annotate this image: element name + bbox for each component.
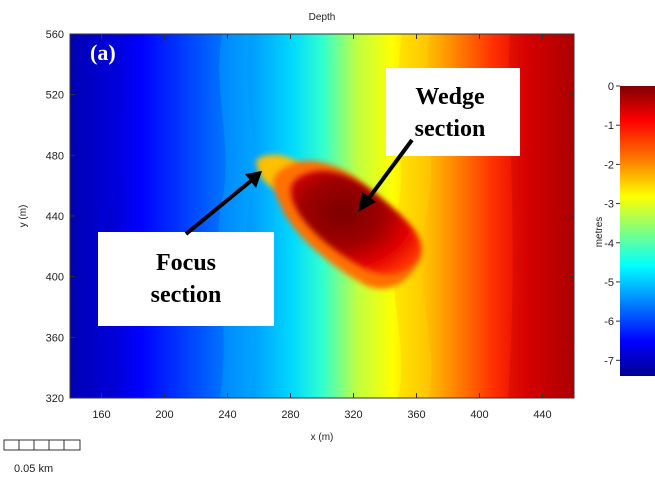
- colorbar-tick-label: -7: [604, 355, 614, 367]
- wedge-label-line1: Wedge: [415, 84, 485, 110]
- chart-title: Depth: [309, 12, 336, 23]
- colorbar-gradient: [620, 86, 655, 376]
- y-tick-label: 560: [46, 29, 64, 41]
- focus-label-line2: section: [151, 282, 222, 308]
- colorbar-tick-label: -5: [604, 277, 614, 289]
- x-tick-label: 360: [407, 409, 425, 421]
- x-tick-label: 240: [218, 409, 236, 421]
- colorbar-tick-label: -1: [604, 120, 614, 132]
- colorbar-tick-label: 0: [608, 81, 614, 93]
- y-tick-label: 320: [46, 393, 64, 405]
- focus-label-line1: Focus: [156, 250, 216, 276]
- colorbar-tick-label: -4: [604, 238, 614, 250]
- x-tick-label: 160: [92, 409, 110, 421]
- colorbar-tick-label: -6: [604, 316, 614, 328]
- x-tick-label: 280: [281, 409, 299, 421]
- colorbar-tick-label: -3: [604, 199, 614, 211]
- panel-tag: (a): [90, 40, 116, 65]
- wedge-label-box: [386, 68, 520, 156]
- x-tick-label: 320: [344, 409, 362, 421]
- wedge-label-line2: section: [415, 116, 486, 142]
- x-tick-label: 440: [533, 409, 551, 421]
- colorbar-ticks: 0 -1 -2 -3 -4 -5 -6 -7: [604, 81, 620, 367]
- y-tick-label: 480: [46, 150, 64, 162]
- colorbar-tick-label: -2: [604, 159, 614, 171]
- y-tick-label: 400: [46, 272, 64, 284]
- y-axis-label: y (m): [18, 205, 29, 228]
- x-tick-label: 400: [470, 409, 488, 421]
- colorbar: 0 -1 -2 -3 -4 -5 -6 -7 metres: [594, 81, 655, 376]
- scale-bar-label: 0.05 km: [14, 463, 53, 475]
- focus-label-box: [98, 232, 274, 326]
- y-tick-label: 520: [46, 90, 64, 102]
- colorbar-label: metres: [594, 217, 605, 248]
- scale-bar: 0.05 km: [4, 440, 80, 475]
- y-tick-label: 360: [46, 332, 64, 344]
- x-axis-label: x (m): [311, 432, 334, 443]
- x-tick-label: 200: [155, 409, 173, 421]
- y-tick-label: 440: [46, 211, 64, 223]
